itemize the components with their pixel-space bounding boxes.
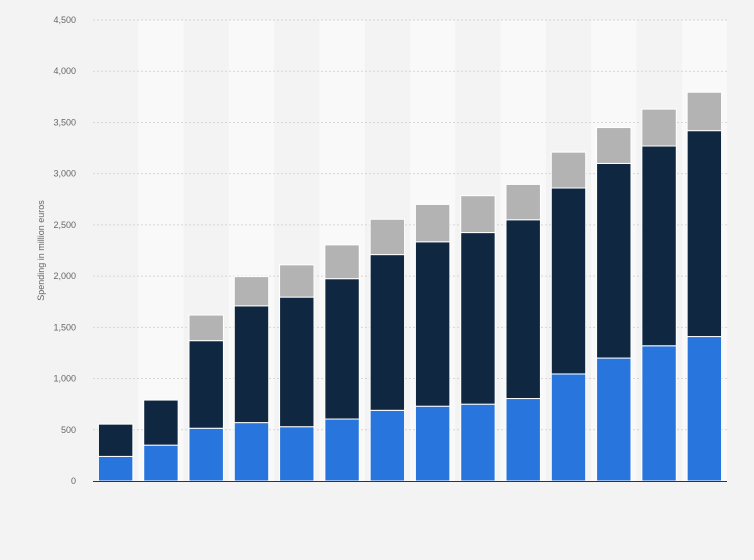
- bar-segment-series-2: [460, 232, 496, 405]
- bar-segment-series-1: [460, 403, 496, 482]
- y-tick-label: 4,500: [53, 15, 76, 25]
- bar-segment-series-2: [97, 423, 134, 457]
- bar-segment-series-2: [641, 145, 677, 347]
- bar-segment-series-3: [686, 91, 723, 132]
- bar-stacks: [97, 91, 723, 482]
- bar-segment-series-2: [324, 278, 360, 420]
- bar-segment-series-2: [596, 162, 632, 359]
- y-tick-label: 2,500: [53, 220, 76, 230]
- bar-segment-series-2: [188, 340, 224, 429]
- bar-segment-series-1: [596, 357, 632, 482]
- bar-segment-series-2: [550, 187, 587, 375]
- bar-segment-series-2: [414, 241, 451, 407]
- bar-segment-series-1: [686, 336, 723, 482]
- bar-segment-series-1: [188, 427, 224, 482]
- bar-segment-series-1: [641, 345, 677, 482]
- y-tick-label: 3,000: [53, 169, 76, 179]
- bar-segment-series-2: [233, 305, 270, 424]
- bar-segment-series-1: [233, 422, 270, 482]
- bar-segment-series-1: [143, 444, 179, 482]
- bar-segment-series-1: [505, 398, 541, 482]
- y-tick-label: 1,000: [53, 374, 76, 384]
- y-tick-label: 0: [71, 476, 76, 486]
- y-axis-label: Spending in million euros: [36, 200, 46, 301]
- y-tick-label: 3,500: [53, 117, 76, 127]
- bar-segment-series-3: [233, 276, 270, 307]
- bar-segment-series-1: [97, 455, 134, 482]
- bar-segment-series-1: [550, 373, 587, 482]
- bar-segment-series-1: [369, 409, 406, 482]
- bar-segment-series-3: [414, 203, 451, 243]
- bar-segment-series-1: [414, 405, 451, 482]
- bar-segment-series-3: [641, 108, 677, 147]
- bar-segment-series-3: [505, 183, 541, 221]
- bar-segment-series-3: [460, 195, 496, 234]
- y-tick-label: 1,500: [53, 322, 76, 332]
- bar-segment-series-2: [279, 296, 315, 428]
- bar-segment-series-3: [188, 314, 224, 342]
- bar-segment-series-2: [686, 130, 723, 338]
- bar-segment-series-3: [279, 264, 315, 298]
- bar-segment-series-3: [369, 218, 406, 256]
- y-tick-label: 4,000: [53, 66, 76, 76]
- bar-segment-series-1: [279, 426, 315, 482]
- bar-segment-series-2: [505, 219, 541, 400]
- bar-segment-series-2: [369, 254, 406, 411]
- y-tick-label: 2,000: [53, 271, 76, 281]
- y-tick-label: 500: [61, 425, 76, 435]
- bar-segment-series-3: [596, 127, 632, 164]
- bar-segment-series-3: [324, 244, 360, 280]
- y-axis-ticks: 0 500 1,000 1,500 2,000 2,500 3,000 3,500 4,000 4…: [53, 15, 76, 486]
- bar-segment-series-2: [143, 399, 179, 446]
- bar-segment-series-3: [550, 151, 587, 189]
- bar-segment-series-1: [324, 418, 360, 482]
